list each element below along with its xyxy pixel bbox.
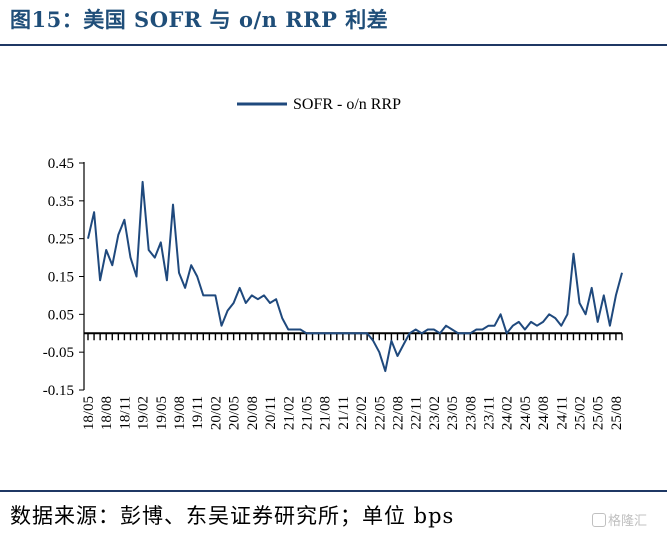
y-axis: 0.45 0.35 0.25 0.15 0.05 -0.05 -0.15 bbox=[43, 156, 85, 399]
watermark: 格隆汇 bbox=[592, 510, 647, 529]
x-tick-label: 24/08 bbox=[536, 396, 552, 430]
x-tick-label: 25/08 bbox=[609, 396, 625, 430]
y-tick-label: -0.05 bbox=[43, 345, 74, 361]
x-tick-label: 20/08 bbox=[245, 396, 261, 430]
x-tick-label: 24/05 bbox=[518, 396, 534, 430]
legend: SOFR - o/n RRP bbox=[237, 96, 401, 113]
legend-label-sofr-rrp: SOFR - o/n RRP bbox=[293, 96, 401, 113]
figure-title: 图15：美国 SOFR 与 o/n RRP 利差 bbox=[10, 7, 389, 32]
x-tick-label: 18/08 bbox=[99, 396, 115, 430]
watermark-logo-icon bbox=[592, 513, 606, 527]
x-tick-label: 21/02 bbox=[281, 396, 297, 430]
x-tick-label: 21/05 bbox=[299, 396, 315, 430]
x-tick-label: 20/02 bbox=[208, 396, 224, 430]
y-tick-label: 0.35 bbox=[48, 194, 74, 210]
x-tick-label: 24/11 bbox=[554, 396, 570, 430]
x-tick-label: 23/08 bbox=[463, 396, 479, 430]
x-tick-label: 19/05 bbox=[154, 396, 170, 430]
x-tick-label: 23/02 bbox=[427, 396, 443, 430]
x-tick-label: 20/05 bbox=[227, 396, 243, 430]
y-tick-label: 0.15 bbox=[48, 270, 74, 286]
x-tick-label: 23/05 bbox=[445, 396, 461, 430]
source-note: 数据来源：彭博、东吴证券研究所；单位 bps bbox=[10, 504, 455, 528]
x-tick-label: 21/08 bbox=[318, 396, 334, 430]
x-tick-label: 18/11 bbox=[117, 396, 133, 430]
x-tick-label: 22/02 bbox=[354, 396, 370, 430]
y-tick-label: -0.15 bbox=[43, 383, 74, 399]
line-chart: SOFR - o/n RRP 0.45 0.35 0.25 0.15 0.05 -0.05… bbox=[43, 96, 625, 430]
x-tick-label: 18/05 bbox=[81, 396, 97, 430]
x-tick-label: 23/11 bbox=[482, 396, 498, 430]
bottom-rule bbox=[0, 490, 667, 492]
x-tick-label: 21/11 bbox=[336, 396, 352, 430]
x-tick-label: 22/05 bbox=[372, 396, 388, 430]
x-tick-label: 19/08 bbox=[172, 396, 188, 430]
watermark-text: 格隆汇 bbox=[608, 514, 648, 529]
y-tick-label: 0.25 bbox=[48, 232, 74, 248]
x-tick-label: 25/05 bbox=[591, 396, 607, 430]
x-tick-label: 20/11 bbox=[263, 396, 279, 430]
y-tick-label: 0.45 bbox=[48, 156, 74, 172]
x-tick-label: 24/02 bbox=[500, 396, 516, 430]
series-line-sofr-rrp bbox=[87, 180, 623, 373]
y-tick-label: 0.05 bbox=[48, 307, 74, 323]
x-tick-label: 19/11 bbox=[190, 396, 206, 430]
x-tick-label: 22/11 bbox=[409, 396, 425, 430]
x-tick-label: 22/08 bbox=[390, 396, 406, 430]
x-axis: 18/05 18/08 18/11 19/02 19/05 19/08 19/11 20/02… bbox=[81, 332, 625, 430]
x-tick-label: 25/02 bbox=[573, 396, 589, 430]
x-tick-label: 19/02 bbox=[136, 396, 152, 430]
top-rule bbox=[0, 44, 667, 46]
